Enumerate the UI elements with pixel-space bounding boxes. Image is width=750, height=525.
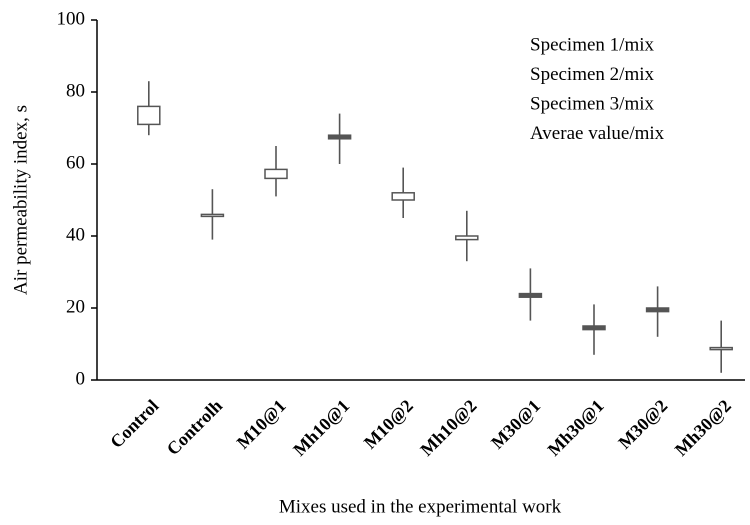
x-tick-label: Mh30@2 (671, 396, 735, 460)
x-tick-label: M30@1 (487, 396, 544, 453)
y-tick-label: 80 (66, 80, 85, 101)
x-tick-label: M10@1 (233, 396, 290, 453)
box (264, 168, 288, 180)
y-tick-label: 40 (66, 224, 85, 245)
x-tick-label: Mh30@1 (544, 396, 608, 460)
box (582, 325, 606, 331)
x-tick-label: Mh10@2 (416, 396, 480, 460)
y-tick-label: 0 (76, 368, 86, 389)
box (327, 134, 352, 140)
box (645, 307, 670, 313)
x-tick-label: Control (106, 396, 162, 452)
legend-label: Specimen 3/mix (530, 93, 655, 114)
legend-label: Specimen 2/mix (530, 64, 655, 85)
y-tick-label: 20 (66, 296, 85, 317)
y-tick-label: 100 (57, 8, 86, 29)
box (391, 192, 415, 201)
x-axis-title: Mixes used in the experimental work (279, 496, 562, 517)
x-tick-label: M30@2 (614, 396, 671, 453)
box (518, 292, 543, 298)
x-tick-label: M10@2 (360, 396, 417, 453)
y-tick-label: 60 (66, 152, 85, 173)
box (200, 213, 225, 218)
x-tick-label: Mh10@1 (289, 396, 353, 460)
box (455, 235, 479, 241)
box (137, 105, 161, 126)
box (709, 346, 733, 351)
legend-label: Specimen 1/mix (530, 34, 655, 55)
y-axis-title: Air permeability index, s (10, 105, 31, 295)
x-tick-label: Controlh (163, 396, 226, 459)
legend-label: Averae value/mix (530, 123, 665, 144)
